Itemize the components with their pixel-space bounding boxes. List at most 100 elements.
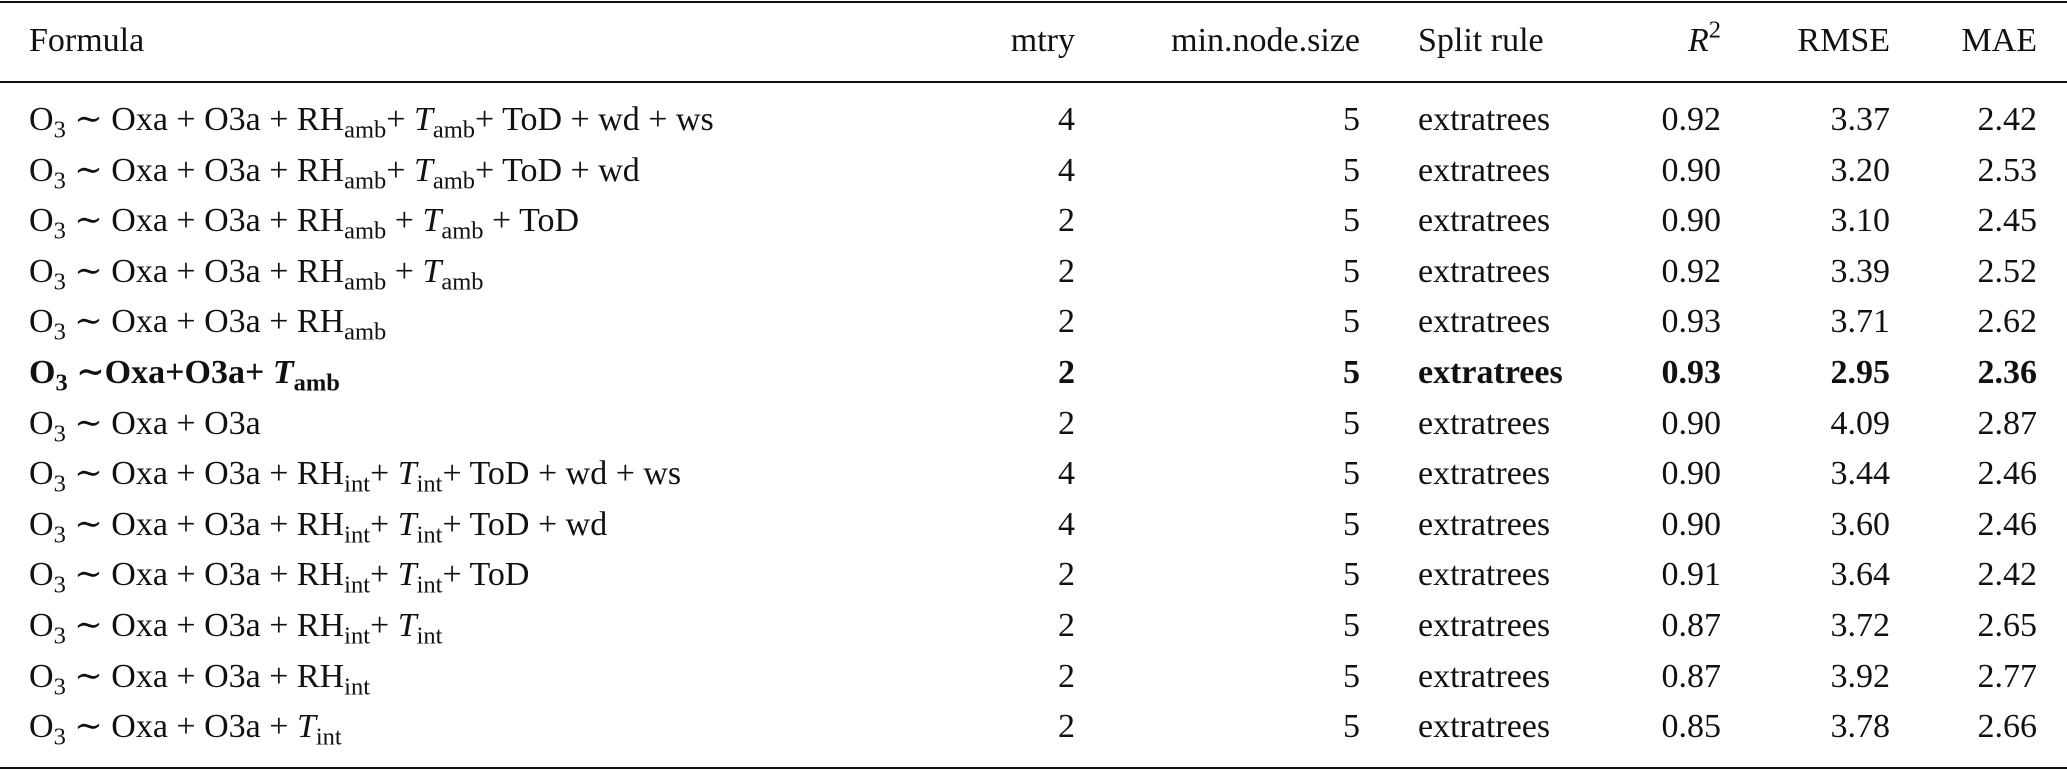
subscript: amb [344,166,387,194]
table-cell: 2.65 [1977,607,2038,644]
table-cell: 3.20 [1830,151,1891,189]
table-cell: 5 [1343,708,1360,746]
table-cell: 2.95 [1830,354,1891,391]
text-run: O [29,657,54,695]
text-run: ∼ Oxa + O3a + RH [65,151,345,189]
table-cell: 2.42 [1977,101,2038,138]
formula-cell: O3 ∼ Oxa + O3a + RHamb+ Tamb+ ToD + wd [29,146,640,196]
text-run: ∼ Oxa + O3a + RH [65,657,345,695]
header-cell: Formula [29,22,145,59]
subscript: amb [432,166,476,194]
table-cell: 2 [1058,607,1075,644]
table-cell: extratrees [1418,252,1551,290]
superscript: 2 [1708,16,1721,44]
subscript: int [344,672,370,700]
table-cell: extratrees [1418,455,1551,493]
text-run: O [29,202,54,240]
table-cell: 4 [1058,505,1075,543]
formula-cell: O3 ∼ Oxa + O3a + RHamb+ Tamb+ ToD + wd +… [29,95,714,145]
table-cell: 0.91 [1661,556,1722,594]
subscript: int [416,521,443,549]
table-cell: 3.10 [1830,202,1891,240]
table-cell: 3.78 [1830,708,1891,746]
table-cell: 0.92 [1661,252,1722,290]
text-run: ∼ Oxa + O3a + RH [65,505,345,543]
text-run: O [29,101,54,138]
subscript: int [344,571,370,599]
table-cell: 5 [1343,202,1360,240]
text-run: O [29,354,56,391]
text-run: + [370,455,398,493]
table-cell: 5 [1343,657,1360,695]
text-run: ∼ Oxa + O3a + RH [65,455,345,493]
table-cell: 2 [1058,354,1075,391]
table-cell: 3.92 [1830,657,1891,695]
table-cell: 5 [1343,404,1360,442]
subscript: 3 [53,419,66,447]
table-cell: 2 [1058,657,1075,695]
table-cell: 0.87 [1661,607,1722,644]
subscript: int [416,470,443,498]
table-cell: extratrees [1418,556,1551,594]
table-cell: 2.77 [1977,657,2038,695]
formula-cell: O3 ∼ Oxa + O3a + RHint [29,652,370,702]
header-cell: min.node.size [1171,22,1360,59]
subscript: amb [441,217,484,245]
table-cell: 2.36 [1977,354,2038,391]
table-cell: 5 [1343,607,1360,644]
table-cell: 3.60 [1830,505,1891,543]
table-cell: 3.64 [1830,556,1891,594]
table-cell: extratrees [1418,607,1551,644]
table-cell: 0.92 [1661,101,1722,138]
subscript: amb [344,268,387,296]
formula-cell: O3 ∼ Oxa + O3a + RHamb + Tamb + ToD [29,196,579,246]
italic-symbol: T [397,505,417,543]
table-cell: 5 [1343,455,1360,493]
table-cell: 3.72 [1830,607,1891,644]
subscript: 3 [53,217,66,245]
text-run: ∼ Oxa + O3a + RH [65,303,345,341]
table-cell: extratrees [1418,657,1551,695]
table-cell: 5 [1343,252,1360,290]
table-cell: extratrees [1418,354,1563,391]
subscript: 3 [53,672,66,700]
text-run: O [29,556,54,594]
text-run: + ToD + wd + ws [475,101,714,138]
text-run: ∼ Oxa + O3a [65,404,261,442]
subscript: int [416,571,443,599]
text-run: + [370,607,398,644]
subscript: 3 [53,166,66,194]
formula-cell: O3 ∼ Oxa + O3a [29,399,261,449]
italic-symbol: T [397,556,417,594]
italic-symbol: T [413,101,433,138]
table-cell: 4 [1058,151,1075,189]
subscript: amb [344,116,387,144]
text-run: O [29,505,54,543]
text-run: ∼Oxa+O3a+ [67,354,273,391]
table-cell: 0.90 [1661,151,1722,189]
text-run: + [386,101,414,138]
table-cell: 5 [1343,101,1360,138]
formula-cell: O3 ∼ Oxa + O3a + RHint+ Tint [29,601,442,651]
text-run: + ToD + wd + ws [442,455,682,493]
text-run: ∼ Oxa + O3a + RH [65,101,345,138]
table-cell: 2 [1058,303,1075,341]
table-cell: 5 [1343,505,1360,543]
text-run: ∼ Oxa + O3a + [65,708,297,746]
table-cell: 2.46 [1977,455,2038,493]
formula-cell: O3 ∼ Oxa + O3a + RHint+ Tint+ ToD + wd +… [29,449,681,499]
subscript: 3 [53,571,66,599]
formula-cell: O3 ∼ Oxa + O3a + Tint [29,702,342,752]
table-cell: 0.90 [1661,202,1722,240]
header-cell: MAE [1961,22,2037,59]
subscript: 3 [53,116,66,144]
text-run: O [29,455,54,493]
table-cell: 4.09 [1830,404,1891,442]
table-cell: 2.52 [1977,252,2038,290]
table-cell: 5 [1343,354,1360,391]
italic-symbol: T [413,151,433,189]
text-run: ∼ Oxa + O3a + RH [65,556,345,594]
text-run: O [29,303,54,341]
table-cell: 2.53 [1977,151,2038,189]
